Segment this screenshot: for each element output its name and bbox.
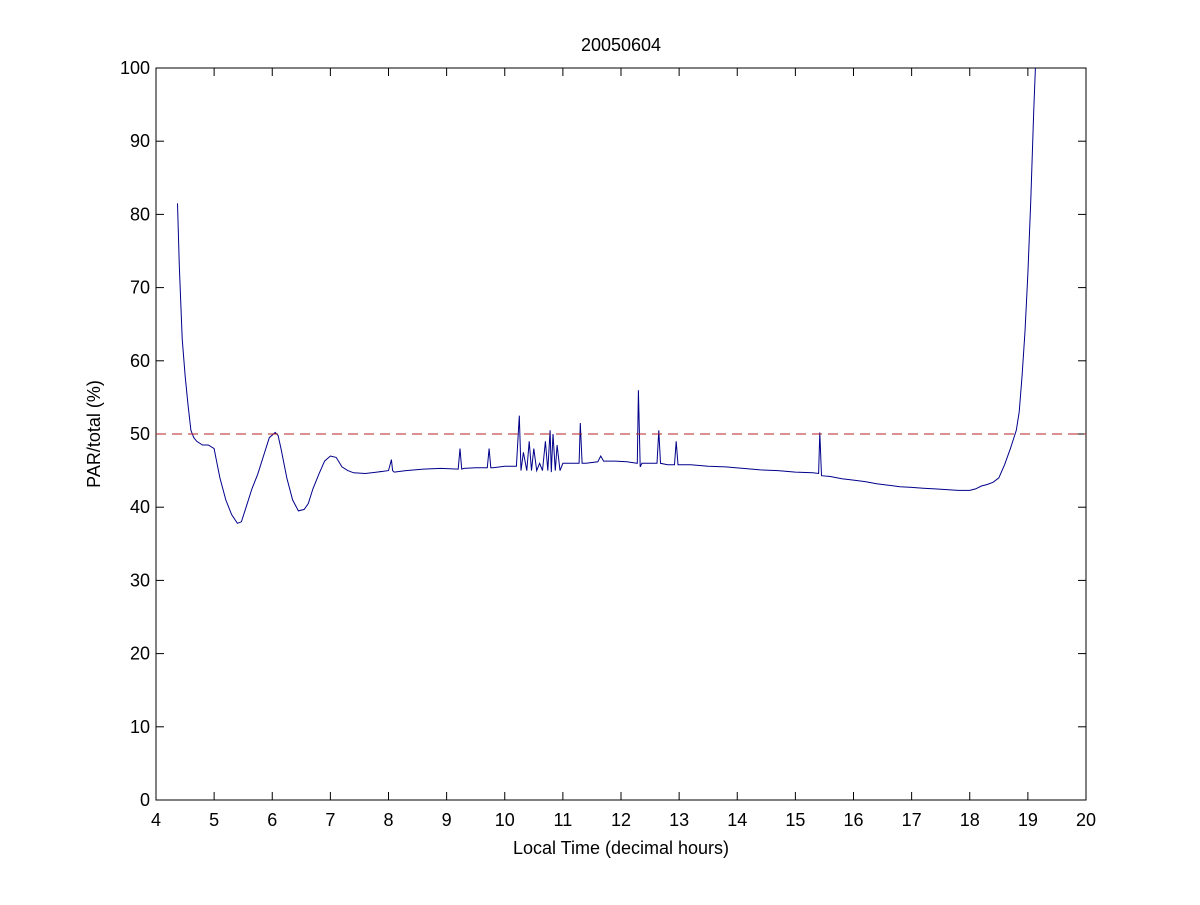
x-tick-label: 9	[442, 810, 452, 830]
x-tick-label: 15	[785, 810, 805, 830]
x-tick-label: 16	[843, 810, 863, 830]
axis-ticks	[155, 67, 1087, 801]
x-tick-label: 5	[209, 810, 219, 830]
y-tick-label: 70	[130, 278, 150, 298]
y-tick-label: 100	[120, 58, 150, 78]
x-tick-label: 20	[1076, 810, 1096, 830]
axis-tick-labels: 4 5 6 7 8 9 10 11 12 13 14 15 16 17 18 19 20 0 10 20 30 40 50 6…	[120, 58, 1096, 830]
y-tick-label: 40	[130, 497, 150, 517]
series-line-par-ratio	[177, 67, 1036, 524]
x-tick-label: 6	[267, 810, 277, 830]
x-tick-label: 11	[554, 810, 573, 830]
x-tick-label: 12	[611, 810, 631, 830]
x-tick-label: 17	[902, 810, 922, 830]
y-tick-label: 20	[130, 644, 150, 664]
y-tick-label: 50	[130, 424, 150, 444]
chart-title: 20050604	[581, 35, 661, 55]
x-tick-label: 8	[383, 810, 393, 830]
y-tick-label: 10	[130, 717, 150, 737]
y-axis-label: PAR/total (%)	[84, 380, 104, 488]
y-tick-label: 90	[130, 131, 150, 151]
y-tick-label: 0	[140, 790, 150, 810]
x-tick-label: 4	[151, 810, 161, 830]
y-tick-label: 60	[130, 351, 150, 371]
y-tick-label: 30	[130, 570, 150, 590]
x-tick-label: 14	[727, 810, 747, 830]
x-axis-label: Local Time (decimal hours)	[513, 838, 729, 858]
series-lines	[156, 67, 1086, 524]
x-tick-label: 10	[495, 810, 515, 830]
x-tick-label: 13	[669, 810, 689, 830]
x-tick-label: 18	[960, 810, 980, 830]
x-tick-label: 19	[1018, 810, 1038, 830]
y-tick-label: 80	[130, 204, 150, 224]
x-tick-label: 7	[325, 810, 335, 830]
